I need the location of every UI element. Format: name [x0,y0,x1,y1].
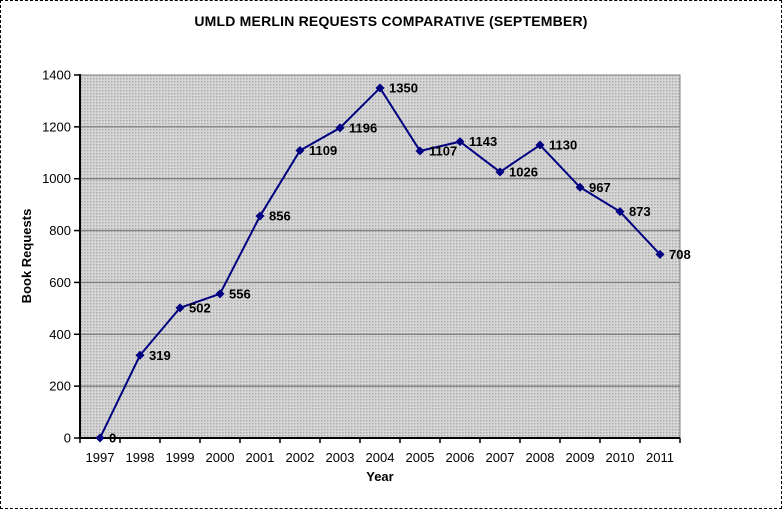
data-point-label: 556 [229,286,251,301]
data-point-marker [95,433,105,443]
data-point-marker [135,350,145,360]
data-point-marker [335,123,345,133]
y-tick-label: 0 [64,431,71,446]
x-tick-label: 2010 [606,450,635,465]
x-tick-label: 1999 [166,450,195,465]
data-point-marker [175,303,185,313]
chart-title: UMLD MERLIN REQUESTS COMPARATIVE (SEPTEM… [194,13,588,29]
data-point-marker [415,146,425,156]
data-point-label: 0 [109,431,116,446]
data-point-marker [655,249,665,259]
data-point-label: 1130 [549,138,577,153]
y-tick-label: 800 [49,223,71,238]
x-tick-label: 2004 [366,450,395,465]
x-tick-label: 2008 [526,450,555,465]
data-point-marker [215,289,225,299]
data-point-marker [455,137,465,147]
data-point-label: 1107 [429,143,457,158]
x-tick-label: 2001 [246,450,275,465]
data-point-marker [575,182,585,192]
data-point-marker [255,211,265,221]
data-point-marker [495,167,505,177]
plot-background [79,74,681,439]
data-point-label: 1196 [349,120,377,135]
x-tick-label: 2006 [446,450,475,465]
x-tick-label: 2007 [486,450,515,465]
data-point-label: 1026 [509,164,538,179]
data-point-marker [295,145,305,155]
x-tick-label: 2003 [326,450,355,465]
data-point-label: 502 [189,300,211,315]
y-tick-label: 600 [49,275,71,290]
y-axis-title-text: Book Requests [19,208,34,304]
data-point-marker [535,140,545,150]
x-tick-label: 2000 [206,450,235,465]
data-point-label: 1350 [389,80,418,95]
data-point-label: 856 [269,209,291,224]
y-tick-label: 1000 [42,171,71,186]
x-tick-label: 2009 [566,450,595,465]
y-tick-label: 1200 [42,119,71,134]
data-point-marker [375,83,385,93]
data-point-label: 708 [669,247,691,262]
x-tick-label: 2002 [286,450,315,465]
x-tick-label: 1998 [126,450,155,465]
x-tick-label: 1997 [86,450,115,465]
data-point-label: 1143 [469,134,497,149]
data-point-label: 873 [629,204,651,219]
data-point-marker [615,207,625,217]
x-axis-title: Year [366,469,394,484]
data-point-label: 319 [149,348,171,363]
x-tick-label: 2011 [646,450,674,465]
y-tick-label: 400 [49,327,71,342]
data-point-label: 967 [589,180,611,195]
data-point-label: 1109 [309,143,337,158]
y-tick-label: 1400 [42,68,71,83]
y-tick-label: 200 [49,379,71,394]
x-tick-label: 2005 [406,450,435,465]
